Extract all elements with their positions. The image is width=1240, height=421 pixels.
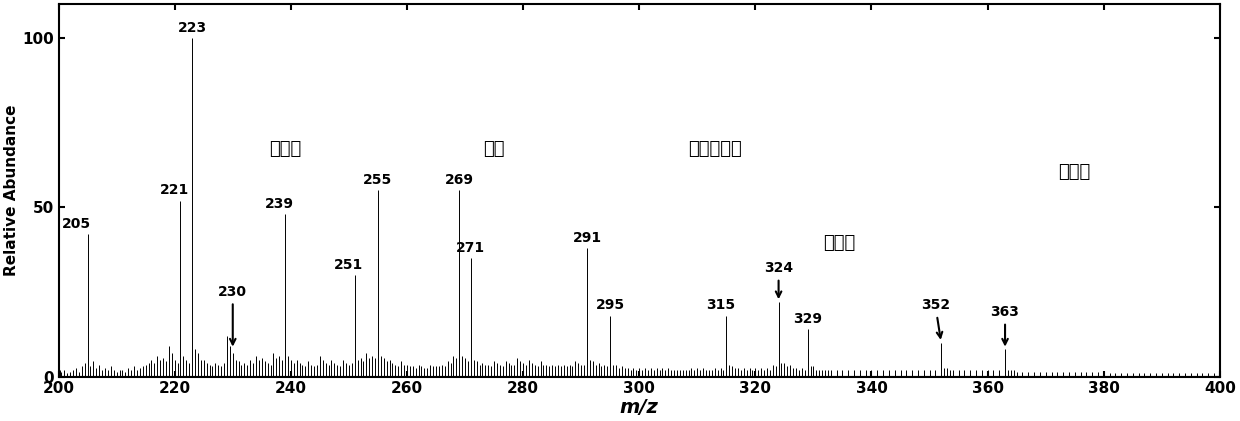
Text: 324: 324	[764, 261, 794, 297]
Y-axis label: Relative Abundance: Relative Abundance	[4, 105, 19, 276]
Text: 敜敜畲: 敜敜畲	[269, 141, 301, 158]
Text: 230: 230	[218, 285, 247, 344]
Text: 223: 223	[177, 21, 207, 35]
Text: 315: 315	[706, 298, 735, 312]
Text: 239: 239	[264, 197, 294, 210]
Text: 毒死蔾: 毒死蔾	[823, 234, 856, 251]
Text: 221: 221	[160, 183, 190, 197]
Text: 352: 352	[921, 298, 950, 338]
Text: 甲基毒死蔾: 甲基毒死蔾	[688, 141, 742, 158]
X-axis label: m/z: m/z	[620, 398, 658, 417]
Text: 363: 363	[991, 305, 1019, 344]
Text: 255: 255	[363, 173, 393, 187]
Text: 295: 295	[595, 298, 625, 312]
Text: 乐果: 乐果	[484, 141, 505, 158]
Text: 205: 205	[62, 217, 91, 231]
Text: 251: 251	[335, 258, 363, 272]
Text: 271: 271	[456, 241, 485, 255]
Text: 329: 329	[794, 312, 822, 326]
Text: 蜕毒磷: 蜕毒磷	[1059, 163, 1091, 181]
Text: 291: 291	[573, 231, 601, 245]
Text: 269: 269	[445, 173, 474, 187]
